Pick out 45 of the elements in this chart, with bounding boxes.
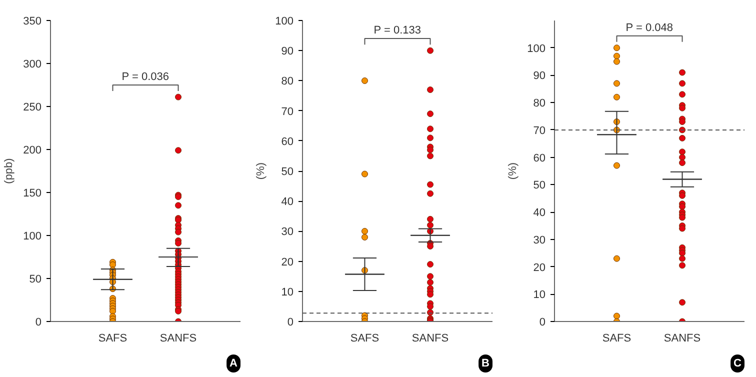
y-tick-label: 0 bbox=[287, 316, 294, 328]
x-tick-label: SANFS bbox=[160, 332, 197, 344]
annotation: P = 0.133 bbox=[374, 24, 422, 37]
y-tick-label: 150 bbox=[23, 188, 42, 200]
y-tick-label: 30 bbox=[281, 226, 294, 238]
y-tick-label: 20 bbox=[281, 256, 294, 268]
y-tick-label: 80 bbox=[533, 98, 546, 110]
y-tick-label: 40 bbox=[281, 196, 294, 208]
y-tick-label: 10 bbox=[533, 289, 546, 302]
y-tick-label: 50 bbox=[29, 274, 42, 286]
y-tick-label: 0 bbox=[539, 316, 546, 328]
y-tick-label: 250 bbox=[23, 102, 42, 114]
y-tick-label: 60 bbox=[281, 136, 294, 148]
y-axis-title: (%) bbox=[255, 162, 268, 180]
annotation: P = 0.036 bbox=[122, 71, 170, 83]
y-tick-label: 70 bbox=[281, 106, 294, 118]
y-tick-label: 90 bbox=[533, 70, 546, 82]
y-tick-label: 50 bbox=[281, 166, 294, 178]
y-tick-label: 100 bbox=[23, 230, 42, 242]
x-tick-label: SANFS bbox=[412, 332, 449, 344]
y-tick-label: 80 bbox=[281, 76, 294, 88]
y-tick-label: 350 bbox=[23, 16, 42, 28]
y-tick-label: 60 bbox=[533, 152, 546, 164]
y-axis-title: (%) bbox=[507, 162, 520, 180]
y-tick-label: 70 bbox=[533, 124, 546, 137]
text: A bbox=[230, 358, 238, 370]
y-tick-label: 90 bbox=[281, 46, 294, 58]
annotation: P = 0.048 bbox=[626, 22, 674, 34]
x-tick-label: SAFS bbox=[602, 332, 632, 344]
text: C bbox=[734, 358, 742, 370]
y-tick-label: 300 bbox=[23, 58, 42, 70]
x-tick-label: SAFS bbox=[98, 332, 128, 344]
y-tick-label: 0 bbox=[35, 316, 42, 328]
y-tick-label: 50 bbox=[533, 180, 546, 192]
x-tick-label: SAFS bbox=[350, 332, 380, 344]
y-tick-label: 30 bbox=[533, 234, 546, 246]
text: B bbox=[482, 358, 490, 370]
y-tick-label: 10 bbox=[281, 286, 294, 298]
y-tick-label: 100 bbox=[275, 16, 294, 28]
y-tick-label: 100 bbox=[527, 42, 546, 55]
y-tick-label: 20 bbox=[533, 262, 546, 274]
x-tick-label: SANFS bbox=[664, 332, 701, 344]
y-axis-title: (ppb) bbox=[3, 158, 16, 184]
y-tick-label: 200 bbox=[23, 144, 42, 156]
y-tick-label: 40 bbox=[533, 207, 546, 220]
